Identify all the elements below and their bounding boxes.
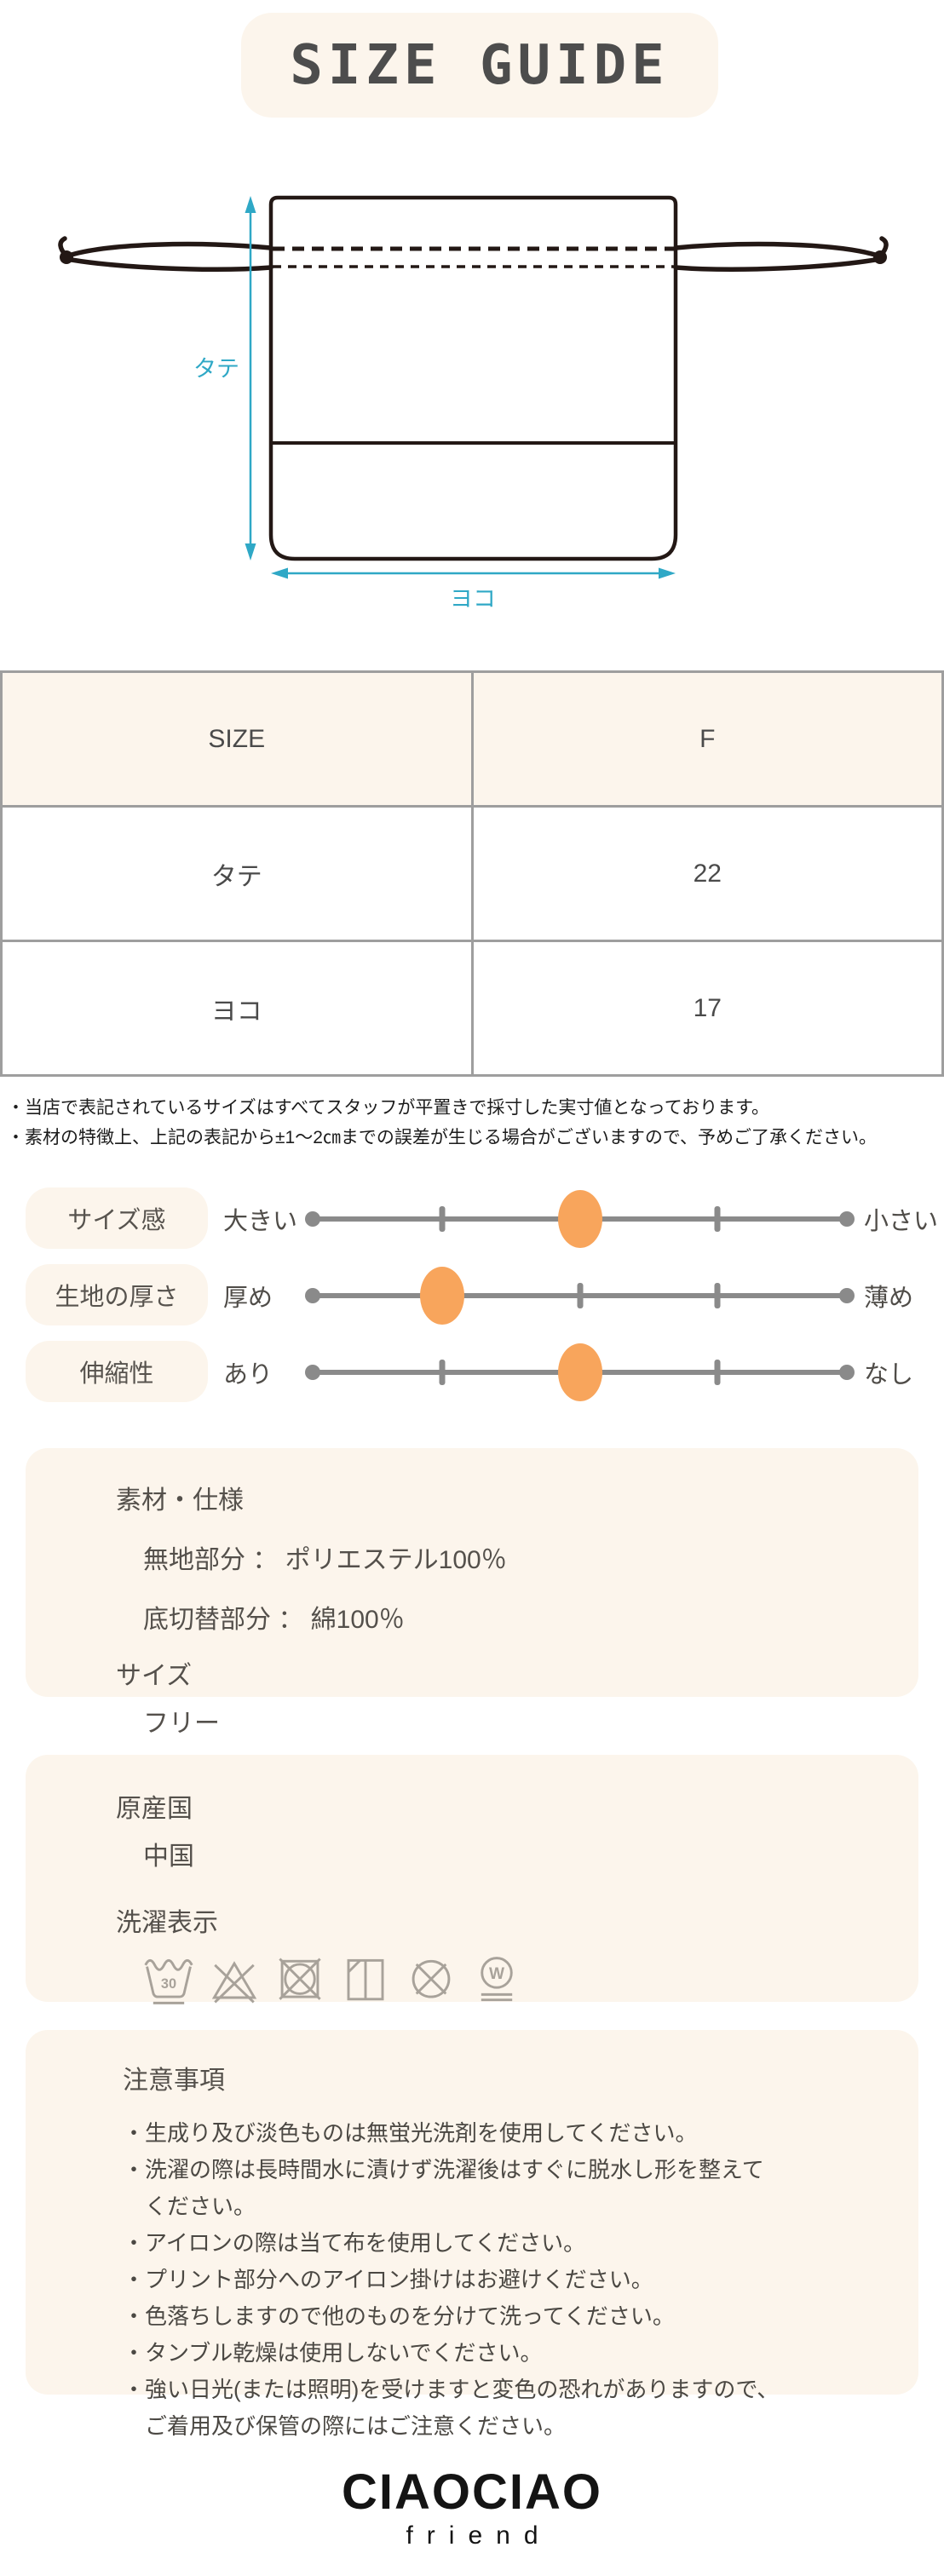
do-not-tumble-dry-icon xyxy=(278,1958,322,2001)
origin-care-box: 原産国 中国 洗濯表示 xyxy=(26,1755,918,2004)
table-cell: 22 xyxy=(693,859,722,888)
slider-label: サイズ感 xyxy=(67,1207,166,1234)
slider-label: 伸縮性 xyxy=(79,1360,154,1388)
precaution-item: ・タンブル乾燥は使用しないでください。 xyxy=(123,2340,543,2366)
slider-tick xyxy=(714,1206,721,1232)
slider-endpoint-right xyxy=(839,1365,855,1380)
table-cell: 17 xyxy=(693,993,722,1022)
care-symbol-row xyxy=(116,1952,884,2009)
precautions-heading: 注意事項 xyxy=(123,2067,225,2095)
slider-tick xyxy=(439,1360,446,1385)
origin-value: 中国 xyxy=(143,1843,194,1871)
slider-tick xyxy=(714,1283,721,1308)
slider-tick xyxy=(439,1206,446,1232)
slider-track xyxy=(305,1257,855,1334)
right-drawstring-cord xyxy=(673,236,889,272)
brand-logo: CIAOCIAO friend xyxy=(0,2467,944,2550)
height-arrow xyxy=(245,196,256,561)
precaution-item: ・プリント部分へのアイロン掛けはお避けください。 xyxy=(123,2267,653,2292)
slider-endpoint-left xyxy=(305,1365,320,1380)
material-heading: 素材・仕様 xyxy=(116,1486,244,1515)
wash-30-gentle-icon xyxy=(144,1958,193,2004)
precaution-item: ・アイロンの際は当て布を使用してください。 xyxy=(123,2230,586,2256)
slider-endpoint-left xyxy=(305,1211,320,1227)
size-notes: ・当店で表記されているサイズはすべてスタッフが平置きで採寸した実寸値となっており… xyxy=(7,1093,940,1153)
slider-value-dot xyxy=(557,1343,602,1401)
do-not-dry-clean-icon xyxy=(412,1959,451,1998)
table-header-cell: F xyxy=(699,724,716,753)
slider-right-label: なし xyxy=(864,1361,914,1389)
slider-right-label: 薄め xyxy=(864,1285,914,1312)
slider-left-label: あり xyxy=(223,1361,273,1389)
left-cord-knot xyxy=(60,250,73,264)
bag-outline xyxy=(268,195,678,561)
precaution-item: ・色落ちしますので他のものを分けて洗ってください。 xyxy=(123,2303,675,2329)
attribute-sliders: サイズ感 大きい 小さい 生地の厚さ 厚め 薄め xyxy=(0,1181,944,1411)
wet-clean-gentle-icon xyxy=(480,1957,514,2002)
slider-tick xyxy=(577,1283,583,1308)
slider-track xyxy=(305,1334,855,1411)
page-title: SIZE GUIDE xyxy=(290,33,670,97)
size-value: フリー xyxy=(143,1710,220,1738)
brand-name: CIAOCIAO xyxy=(342,2464,602,2520)
slider-row: サイズ感 大きい 小さい xyxy=(0,1181,944,1257)
material-line: 無地部分 ： ポリエステル100％ xyxy=(143,1546,507,1574)
material-lines: 無地部分 ： ポリエステル100％ 底切替部分 ： 綿100％ xyxy=(116,1538,884,1636)
size-heading: サイズ xyxy=(116,1662,193,1690)
page-title-badge: SIZE GUIDE xyxy=(241,13,718,118)
line-dry-in-shade-icon xyxy=(347,1958,384,2001)
slider-tick xyxy=(714,1360,721,1385)
precaution-item: ・生成り及び淡色ものは無蛍光洗剤を使用してください。 xyxy=(123,2120,698,2146)
slider-left-label: 厚め xyxy=(223,1285,273,1312)
slider-endpoint-right xyxy=(839,1288,855,1303)
slider-track xyxy=(305,1181,855,1257)
bag-diagram: タテ ヨコ xyxy=(58,195,889,612)
slider-row: 生地の厚さ 厚め 薄め xyxy=(0,1257,944,1334)
slider-left-label: 大きい xyxy=(223,1208,298,1235)
material-spec-box: 素材・仕様 無地部分 ： ポリエステル100％ 底切替部分 ： 綿100％ サイズ… xyxy=(26,1448,918,1738)
slider-endpoint-left xyxy=(305,1288,320,1303)
slider-endpoint-right xyxy=(839,1211,855,1227)
precaution-list: ・生成り及び淡色ものは無蛍光洗剤を使用してください。・洗濯の際は長時間水に漬けず… xyxy=(123,2115,878,2445)
height-label: タテ xyxy=(193,356,239,382)
slider-value-dot xyxy=(557,1190,602,1248)
slider-label-box: 生地の厚さ xyxy=(26,1264,208,1325)
width-label: ヨコ xyxy=(450,586,496,612)
table-header-row: SIZE F xyxy=(3,673,941,808)
size-note-line: ・当店で表記されているサイズはすべてスタッフが平置きで採寸した実寸値となっており… xyxy=(7,1098,770,1118)
table-row: タテ 22 xyxy=(3,808,941,942)
precaution-item: ・洗濯の際は長時間水に漬けず洗濯後はすぐに脱水し形を整えて ください。 xyxy=(123,2157,764,2219)
slider-right-label: 小さい xyxy=(864,1208,939,1235)
table-header-cell: SIZE xyxy=(3,673,474,805)
do-not-bleach-icon xyxy=(212,1962,256,2004)
width-arrow xyxy=(271,567,676,579)
precaution-item: ・強い日光(または照明)を受けますと変色の恐れがありますので、 ご着用及び保管の際… xyxy=(123,2377,780,2439)
brand-subname: friend xyxy=(406,2521,552,2550)
care-heading: 洗濯表示 xyxy=(116,1909,218,1937)
slider-value-dot xyxy=(420,1267,465,1325)
size-table: SIZE F タテ 22 ヨコ 17 xyxy=(0,670,944,1077)
table-cell: タテ xyxy=(3,808,474,940)
right-cord-knot xyxy=(873,250,887,264)
slider-label-box: サイズ感 xyxy=(26,1187,208,1249)
slider-label: 生地の厚さ xyxy=(55,1284,179,1311)
slider-row: 伸縮性 あり なし xyxy=(0,1334,944,1411)
precautions-box: 注意事項 ・生成り及び淡色ものは無蛍光洗剤を使用してください。・洗濯の際は長時間… xyxy=(26,2030,918,2439)
material-line: 底切替部分 ： 綿100％ xyxy=(143,1606,405,1634)
slider-label-box: 伸縮性 xyxy=(26,1341,208,1402)
origin-heading: 原産国 xyxy=(116,1795,193,1823)
table-cell: ヨコ xyxy=(3,942,474,1074)
left-drawstring-cord xyxy=(58,236,273,272)
table-row: ヨコ 17 xyxy=(3,942,941,1074)
size-note-line: ・素材の特徴上、上記の表記から±1～2㎝までの誤差が生じる場合がございますので、… xyxy=(7,1128,878,1147)
